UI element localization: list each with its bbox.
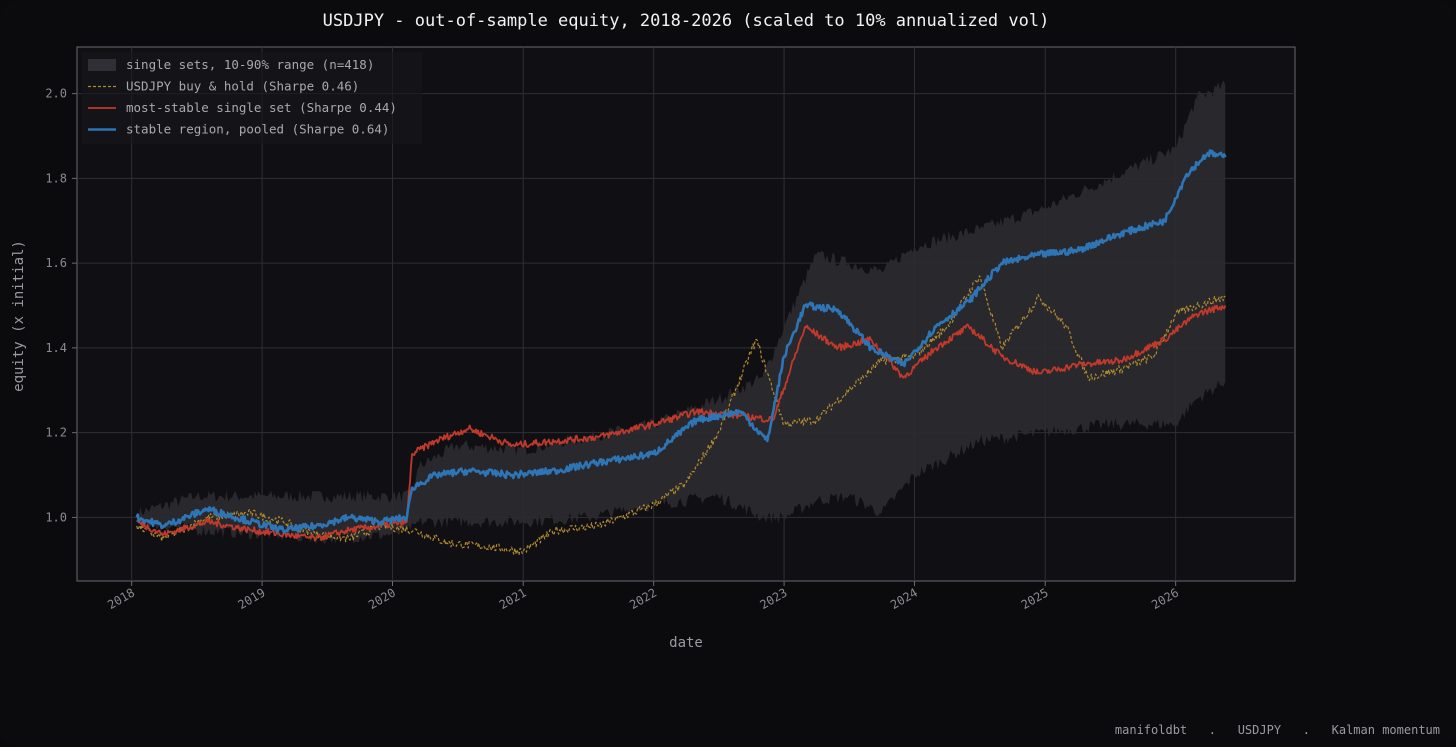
chart-title: USDJPY - out-of-sample equity, 2018-2026…	[323, 11, 1050, 31]
x-tick-label: 2024	[888, 585, 920, 612]
y-tick-label: 1.6	[45, 256, 67, 270]
legend-box	[82, 52, 422, 144]
footer-text: manifoldbt . USDJPY . Kalman momentum	[1114, 723, 1440, 737]
x-tick-label: 2025	[1019, 585, 1051, 612]
legend-label: stable region, pooled (Sharpe 0.64)	[126, 122, 389, 137]
x-tick-label: 2021	[497, 585, 529, 612]
y-tick-label: 1.4	[45, 341, 67, 355]
y-tick-label: 1.2	[45, 426, 67, 440]
x-axis-ticks: 2018 2019 2020 2021 2022 2023 2024 2025 2026	[105, 581, 1181, 612]
series-line-single-set	[136, 304, 1227, 542]
x-tick-label: 2020	[366, 585, 398, 612]
series-line-buy-hold	[136, 275, 1226, 556]
legend-label: single sets, 10-90% range (n=418)	[126, 57, 374, 72]
y-tick-label: 1.0	[45, 510, 67, 524]
legend: single sets, 10-90% range (n=418) USDJPY …	[82, 52, 422, 144]
x-tick-label: 2018	[105, 585, 137, 612]
x-tick-label: 2023	[758, 585, 790, 612]
series-band-range	[136, 80, 1226, 545]
legend-swatch-band	[88, 59, 116, 71]
x-tick-label: 2022	[627, 585, 659, 612]
y-tick-label: 1.8	[45, 171, 67, 185]
plot-series	[135, 80, 1227, 556]
legend-label: most-stable single set (Sharpe 0.44)	[126, 100, 397, 115]
legend-label: USDJPY buy & hold (Sharpe 0.46)	[126, 79, 359, 94]
y-axis-label: equity (x initial)	[11, 240, 27, 392]
x-tick-label: 2026	[1149, 585, 1181, 612]
y-tick-label: 2.0	[45, 87, 67, 101]
series-line-pooled	[135, 149, 1227, 534]
y-axis-ticks: 1.0 1.2 1.4 1.6 1.8 2.0	[45, 87, 77, 524]
x-tick-label: 2019	[236, 585, 268, 612]
x-axis-label: date	[669, 635, 703, 651]
